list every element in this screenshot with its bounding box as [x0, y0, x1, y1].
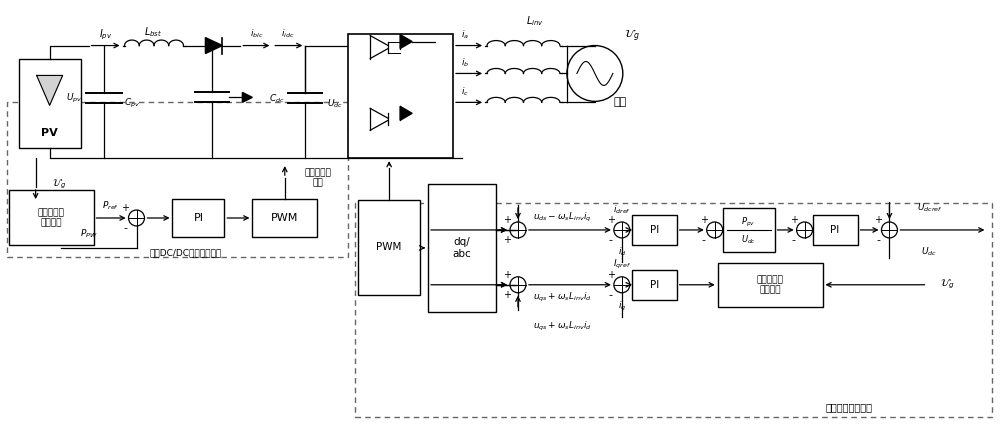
Text: PI: PI: [650, 280, 659, 290]
Bar: [19, 58, 81, 148]
Bar: [723, 208, 775, 252]
Text: PWM: PWM: [376, 243, 402, 252]
Bar: [252, 199, 317, 237]
Text: -: -: [792, 235, 796, 245]
Text: $U_{dc}$: $U_{dc}$: [327, 97, 343, 110]
Text: $u_{qs}+\omega_s L_{inv} i_d$: $u_{qs}+\omega_s L_{inv} i_d$: [533, 320, 591, 333]
Bar: [813, 215, 858, 245]
Text: dq/
abc: dq/ abc: [453, 237, 471, 259]
Text: 开关管控制
信号: 开关管控制 信号: [305, 169, 332, 188]
Text: -: -: [124, 223, 128, 233]
Text: $i_d$: $i_d$: [618, 246, 626, 258]
Text: $I_{pv}$: $I_{pv}$: [99, 28, 112, 42]
Bar: [358, 200, 420, 295]
Text: PI: PI: [650, 225, 659, 235]
Bar: [632, 215, 677, 245]
Polygon shape: [400, 106, 412, 120]
Text: $i_b$: $i_b$: [461, 56, 469, 69]
Text: $u_{ds}-\omega_s L_{inv} i_q$: $u_{ds}-\omega_s L_{inv} i_q$: [533, 210, 591, 224]
Text: +: +: [874, 215, 882, 225]
Text: $C_{pv}$: $C_{pv}$: [124, 97, 141, 110]
Text: $u_{qs}+\omega_s L_{inv} i_d$: $u_{qs}+\omega_s L_{inv} i_d$: [533, 291, 591, 304]
Text: 无功电流指
令値计算: 无功电流指 令値计算: [757, 275, 784, 295]
Text: PI: PI: [830, 225, 840, 235]
Text: -: -: [876, 235, 880, 245]
Text: -: -: [609, 235, 613, 245]
Bar: [9, 190, 94, 245]
Text: PV: PV: [41, 128, 58, 138]
Text: PI: PI: [193, 213, 203, 223]
Text: $i_q$: $i_q$: [618, 300, 626, 313]
Bar: [718, 263, 823, 307]
Text: $P_{PW}$: $P_{PW}$: [80, 228, 97, 240]
Text: 电网: 电网: [613, 97, 626, 108]
Bar: [632, 270, 677, 300]
Text: $I_{qref}$: $I_{qref}$: [613, 258, 631, 271]
Text: $U_{dc}$: $U_{dc}$: [741, 233, 756, 246]
Text: $U_{dc}$: $U_{dc}$: [921, 246, 937, 258]
Text: +: +: [122, 203, 130, 213]
Bar: [172, 199, 224, 237]
Polygon shape: [37, 75, 63, 105]
Text: $i_a$: $i_a$: [461, 28, 469, 41]
Text: $i_{idc}$: $i_{idc}$: [281, 28, 295, 40]
Text: +: +: [503, 235, 511, 245]
Text: $U_{dcref}$: $U_{dcref}$: [917, 202, 942, 214]
Text: PWM: PWM: [271, 213, 298, 223]
Text: +: +: [790, 215, 798, 225]
Text: 前级DC/DC变换器控制器: 前级DC/DC变换器控制器: [149, 249, 222, 258]
Text: $L_{inv}$: $L_{inv}$: [526, 14, 544, 28]
Text: +: +: [607, 215, 615, 225]
Text: -: -: [702, 235, 706, 245]
Text: 有功功率指
令値计算: 有功功率指 令値计算: [38, 208, 65, 228]
Polygon shape: [400, 34, 412, 49]
Text: +: +: [607, 270, 615, 280]
Text: $P_{ref}$: $P_{ref}$: [102, 200, 119, 212]
Bar: [348, 34, 453, 158]
Bar: [428, 184, 496, 312]
Text: $\mathcal{U}_g$: $\mathcal{U}_g$: [940, 278, 955, 292]
Text: $L_{bst}$: $L_{bst}$: [144, 26, 163, 40]
Text: $\mathcal{U}_g$: $\mathcal{U}_g$: [624, 28, 640, 44]
Text: $i_c$: $i_c$: [461, 85, 469, 98]
Text: +: +: [503, 290, 511, 300]
Text: +: +: [503, 270, 511, 280]
Bar: [355, 203, 992, 418]
Text: +: +: [700, 215, 708, 225]
Text: 网侧逆变器控制器: 网侧逆变器控制器: [826, 402, 873, 412]
Text: $U_{pv}$: $U_{pv}$: [66, 92, 83, 105]
Text: $i_{blc}$: $i_{blc}$: [250, 28, 263, 40]
Polygon shape: [205, 37, 222, 53]
Text: -: -: [609, 290, 613, 300]
Text: $\mathcal{U}_g$: $\mathcal{U}_g$: [52, 178, 66, 191]
Text: $C_{dc}$: $C_{dc}$: [269, 92, 285, 104]
Text: $i_{dref}$: $i_{dref}$: [613, 204, 631, 216]
Text: $P_{pv}$: $P_{pv}$: [741, 215, 756, 228]
Text: +: +: [503, 215, 511, 225]
Bar: [7, 102, 348, 257]
Polygon shape: [242, 92, 252, 102]
